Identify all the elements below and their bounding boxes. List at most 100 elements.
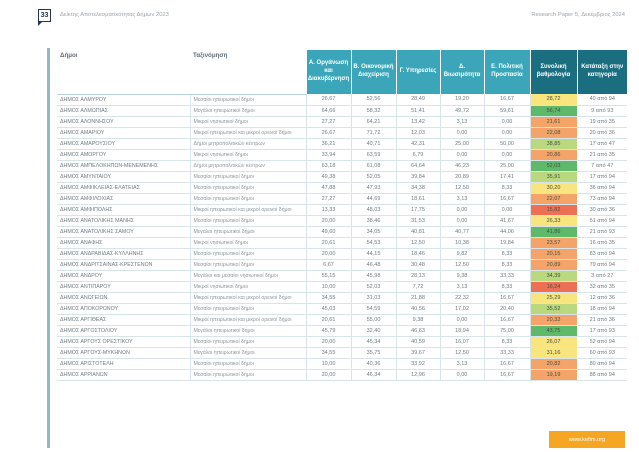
col-header-municipality: Δήμοι (57, 50, 190, 95)
criterion-score-cell: 21,88 (396, 292, 441, 304)
total-score-cell: 26,33 (529, 215, 578, 227)
criterion-score-cell: 6,67 (306, 259, 352, 271)
criterion-score-cell: 17,41 (484, 171, 531, 183)
rank-cell: 17 από 47 (577, 138, 627, 150)
criterion-score-cell: 30,48 (396, 259, 441, 271)
criterion-score-cell: 44,06 (484, 226, 531, 238)
classification-cell: Μικροί νησιωτικοί δήμοι (190, 281, 307, 293)
criterion-score-cell: 13,42 (396, 116, 441, 128)
criterion-score-cell: 45,98 (351, 270, 397, 282)
table-row: ΔΗΜΟΣ ΑΡΓΟΥΣ-ΜΥΚΗΝΩΝ Μεγάλοι ηπειρωτικοί … (57, 347, 627, 359)
criterion-score-cell: 17,02 (440, 303, 485, 315)
col-header-criterion-b: Β. Οικονομική Διαχείριση (350, 50, 396, 94)
municipality-index-table: Δήμοι Ταξινόμηση Α. Οργάνωση και Διακυβέ… (57, 50, 627, 381)
criterion-score-cell: 20,61 (306, 314, 352, 326)
criterion-score-cell: 9,38 (440, 270, 485, 282)
criterion-score-cell: 16,67 (484, 193, 531, 205)
criterion-score-cell: 41,67 (484, 215, 531, 227)
classification-cell: Μεσαίοι ηπειρωτικοί δήμοι (190, 215, 307, 227)
municipality-cell: ΔΗΜΟΣ ΑΝΔΡΟΥ (57, 270, 191, 282)
criterion-score-cell: 46,34 (351, 369, 397, 381)
criterion-score-cell: 3,13 (440, 116, 485, 128)
municipality-cell: ΔΗΜΟΣ ΑΜΦΙΠΟΛΗΣ (57, 204, 191, 216)
criterion-score-cell: 36,21 (306, 138, 352, 150)
classification-cell: Μεγάλοι ηπειρωτικοί δήμοι (190, 347, 307, 359)
criterion-score-cell: 46,48 (351, 259, 397, 271)
rank-cell: 80 από 94 (577, 358, 627, 370)
total-score-cell: 21,61 (529, 116, 578, 128)
criterion-score-cell: 18,46 (396, 248, 441, 260)
municipality-cell: ΔΗΜΟΣ ΑΝΑΦΗΣ (57, 237, 191, 249)
criterion-score-cell: 55,15 (306, 270, 352, 282)
criterion-score-cell: 20,00 (306, 336, 352, 348)
total-score-cell: 41,86 (529, 226, 578, 238)
rank-cell: 79 από 94 (577, 259, 627, 271)
criterion-score-cell: 0,00 (440, 314, 485, 326)
criterion-score-cell: 33,92 (396, 358, 441, 370)
criterion-score-cell: 19,20 (440, 94, 485, 106)
classification-cell: Μικροί ηπειρωτικοί και μικροί ορεινοί δή… (190, 292, 307, 304)
table-row: ΔΗΜΟΣ ΑΛΜΩΠΙΑΣ Μεγάλοι ηπειρωτικοί δήμοι 6… (57, 105, 627, 117)
municipality-cell: ΔΗΜΟΣ ΑΠΟΚΟΡΩΝΟΥ (57, 303, 191, 315)
rank-cell: 18 από 94 (577, 303, 627, 315)
total-score-cell: 35,52 (529, 303, 578, 315)
criterion-score-cell: 10,00 (306, 358, 352, 370)
municipality-cell: ΔΗΜΟΣ ΑΜΠΕΛΟΚΗΠΩΝ-ΜΕΝΕΜΕΝΗΣ (57, 160, 191, 172)
criterion-score-cell: 20,61 (306, 237, 352, 249)
criterion-score-cell: 59,61 (484, 105, 531, 117)
table-row: ΔΗΜΟΣ ΑΝΑΤΟΛΙΚΗΣ ΣΑΜΟΥ Μεγάλοι ηπειρωτικο… (57, 226, 627, 238)
criterion-score-cell: 6,79 (396, 149, 441, 161)
criterion-score-cell: 12,50 (440, 259, 485, 271)
criterion-score-cell: 44,15 (351, 248, 397, 260)
criterion-score-cell: 58,32 (351, 105, 397, 117)
criterion-score-cell: 45,79 (306, 325, 352, 337)
criterion-score-cell: 64,21 (351, 116, 397, 128)
table-row: ΔΗΜΟΣ ΑΜΦΙΚΛΕΙΑΣ-ΕΛΑΤΕΙΑΣ Μεσαίοι ηπειρωτ… (57, 182, 627, 194)
municipality-cell: ΔΗΜΟΣ ΑΡΡΙΑΝΩΝ (57, 369, 191, 381)
criterion-score-cell: 63,18 (306, 160, 352, 172)
criterion-score-cell: 75,00 (484, 325, 531, 337)
total-score-cell: 20,86 (529, 149, 578, 161)
criterion-score-cell: 20,00 (306, 369, 352, 381)
criterion-score-cell: 0,00 (484, 116, 531, 128)
table-row: ΔΗΜΟΣ ΑΜΥΝΤΑΙΟΥ Μεσαίοι ηπειρωτικοί δήμοι… (57, 171, 627, 183)
criterion-score-cell: 32,40 (351, 325, 397, 337)
rank-cell: 40 από 94 (577, 94, 627, 106)
criterion-score-cell: 3,13 (440, 358, 485, 370)
criterion-score-cell: 0,00 (440, 369, 485, 381)
total-score-cell: 15,82 (529, 204, 578, 216)
col-header-criterion-d: Δ. Βιωσιμότητα (439, 50, 484, 94)
website-link[interactable]: www.kefim.org (549, 431, 625, 448)
criterion-score-cell: 12,50 (396, 237, 441, 249)
criterion-score-cell: 52,56 (351, 94, 397, 106)
table-row: ΔΗΜΟΣ ΑΝΔΡΑΒΙΔΑΣ-ΚΥΛΛΗΝΗΣ Μεσαίοι ηπειρωτ… (57, 248, 627, 260)
criterion-score-cell: 31,53 (396, 215, 441, 227)
total-score-cell: 16,24 (529, 281, 578, 293)
criterion-score-cell: 33,33 (484, 347, 531, 359)
criterion-score-cell: 28,13 (396, 270, 441, 282)
table-row: ΔΗΜΟΣ ΑΝΑΦΗΣ Μικροί νησιωτικοί δήμοι 20,61… (57, 237, 627, 249)
criterion-score-cell: 18,61 (396, 193, 441, 205)
table-row: ΔΗΜΟΣ ΑΜΑΡΙΟΥ Μικροί ηπειρωτικοί και μικρ… (57, 127, 627, 139)
criterion-score-cell: 47,88 (306, 182, 352, 194)
page-meta-header: 33 Δείκτης Αποτελεσματικότητας Δήμων 202… (37, 8, 625, 26)
classification-cell: Δήμοι μητροπολιτικών κέντρων (190, 138, 307, 150)
classification-cell: Μεσαίοι ηπειρωτικοί δήμοι (190, 358, 307, 370)
page-number: 33 (40, 12, 49, 19)
table-row: ΔΗΜΟΣ ΑΜΠΕΛΟΚΗΠΩΝ-ΜΕΝΕΜΕΝΗΣ Δήμοι μητροπο… (57, 160, 627, 172)
criterion-score-cell: 52,03 (351, 281, 397, 293)
criterion-score-cell: 51,41 (396, 105, 441, 117)
total-score-cell: 28,72 (529, 94, 578, 106)
rank-cell: 21 από 36 (577, 314, 627, 326)
table-row: ΔΗΜΟΣ ΑΡΓΙΘΕΑΣ Μικροί ηπειρωτικοί και μικ… (57, 314, 627, 326)
criterion-score-cell: 48,03 (351, 204, 397, 216)
criterion-score-cell: 40,36 (351, 358, 397, 370)
total-score-cell: 26,07 (529, 336, 578, 348)
criterion-score-cell: 3,13 (440, 193, 485, 205)
table-body: ΔΗΜΟΣ ΑΛΜΥΡΟΥ Μεσαίοι ηπειρωτικοί δήμοι 26… (57, 94, 627, 381)
criterion-score-cell: 50,00 (484, 138, 531, 150)
criterion-score-cell: 8,33 (484, 182, 531, 194)
rank-cell: 32 από 35 (577, 281, 627, 293)
table-row: ΔΗΜΟΣ ΑΡΙΣΤΟΤΕΛΗ Μεσαίοι ηπειρωτικοί δήμο… (57, 358, 627, 370)
